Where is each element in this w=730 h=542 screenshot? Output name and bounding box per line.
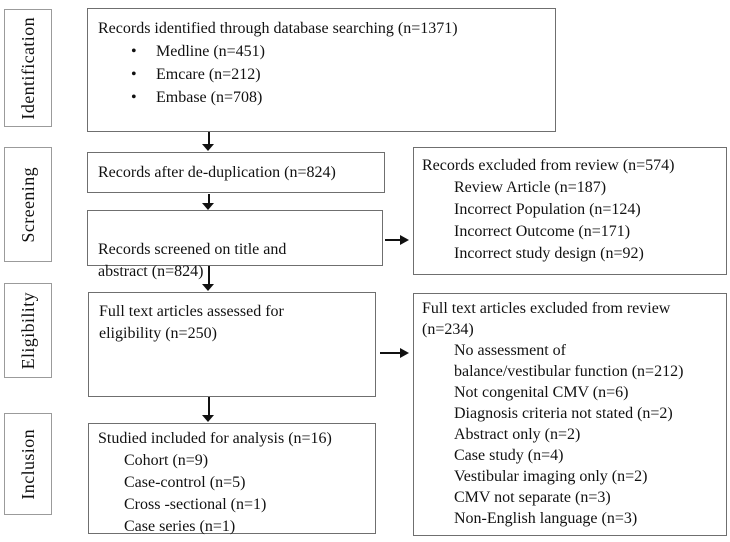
database-emcare: Emcare (n=212) (156, 66, 261, 83)
database-medline: Medline (n=451) (156, 43, 265, 60)
arrow-dedup-to-screened-line (208, 194, 210, 204)
stage-eligibility-label: Eligibility (17, 291, 38, 370)
fulltext-assessed-title: Full text articles assessed for eligibil… (99, 303, 284, 342)
exclusion-reason: Incorrect Outcome (n=171) (454, 223, 631, 240)
arrow-screened-to-fulltext-line (208, 266, 210, 285)
database-embase: Embase (n=708) (156, 89, 263, 106)
study-type: Cohort (n=9) (124, 452, 209, 469)
arrow-screened-to-excluded-line (385, 239, 401, 241)
database-item: • Emcare (n=212) (98, 63, 545, 86)
stage-screening-label: Screening (17, 166, 38, 243)
studies-included-box: Studied included for analysis (n=16) Coh… (88, 423, 376, 535)
stage-inclusion-label: Inclusion (17, 428, 38, 500)
exclusion-reason: Vestibular imaging only (n=2) (454, 468, 648, 485)
fulltext-excluded-box: Full text articles excluded from review … (413, 293, 727, 536)
bullet-icon: • (131, 89, 137, 106)
study-type: Cross -sectional (n=1) (124, 496, 267, 513)
arrow-identified-to-dedup-line (208, 132, 210, 145)
exclusion-reason: Incorrect study design (n=92) (454, 245, 644, 262)
study-type: Case-control (n=5) (124, 474, 246, 491)
exclusion-reason: Diagnosis criteria not stated (n=2) (454, 405, 673, 422)
arrow-fulltext-to-excluded-line (380, 352, 401, 354)
bullet-icon: • (131, 66, 137, 83)
stage-identification-label: Identification (17, 16, 38, 120)
arrow-fulltext-to-included-line (208, 397, 210, 416)
exclusion-reason: Not congenital CMV (n=6) (454, 384, 629, 401)
right-arrow-icon (400, 235, 409, 245)
studies-included-title: Studied included for analysis (n=16) (98, 430, 332, 447)
stage-eligibility: Eligibility (4, 283, 52, 378)
exclusion-reason: Incorrect Population (n=124) (454, 201, 641, 218)
stage-screening: Screening (4, 147, 52, 262)
records-excluded-box: Records excluded from review (n=574) Rev… (413, 147, 727, 275)
exclusion-reason: Non-English language (n=3) (454, 510, 638, 527)
down-arrow-icon (202, 284, 214, 291)
records-excluded-title: Records excluded from review (n=574) (422, 157, 675, 174)
stage-identification: Identification (4, 9, 52, 127)
exclusion-reason: Review Article (n=187) (454, 179, 607, 196)
down-arrow-icon (202, 415, 214, 422)
down-arrow-icon (202, 144, 214, 151)
exclusion-reason: Abstract only (n=2) (454, 426, 581, 443)
fulltext-assessed-box: Full text articles assessed for eligibil… (88, 292, 376, 397)
records-identified-title: Records identified through database sear… (98, 20, 458, 37)
bullet-icon: • (131, 43, 137, 60)
records-identified-box: Records identified through database sear… (87, 8, 556, 132)
down-arrow-icon (202, 203, 214, 210)
study-type: Case series (n=1) (124, 518, 236, 535)
exclusion-reason: No assessment of balance/vestibular func… (454, 342, 684, 380)
records-dedup-title: Records after de-duplication (n=824) (98, 163, 336, 181)
records-dedup-box: Records after de-duplication (n=824) (87, 152, 385, 193)
records-screened-title: Records screened on title and abstract (… (98, 241, 287, 280)
exclusion-reason: CMV not separate (n=3) (454, 489, 611, 506)
stage-inclusion: Inclusion (4, 413, 52, 515)
fulltext-excluded-title: Full text articles excluded from review … (422, 300, 671, 338)
exclusion-reason: Case study (n=4) (454, 447, 564, 464)
right-arrow-icon (400, 348, 409, 358)
records-screened-box: Records screened on title and abstract (… (87, 210, 383, 280)
database-item: • Embase (n=708) (98, 86, 545, 109)
database-item: • Medline (n=451) (98, 40, 545, 63)
